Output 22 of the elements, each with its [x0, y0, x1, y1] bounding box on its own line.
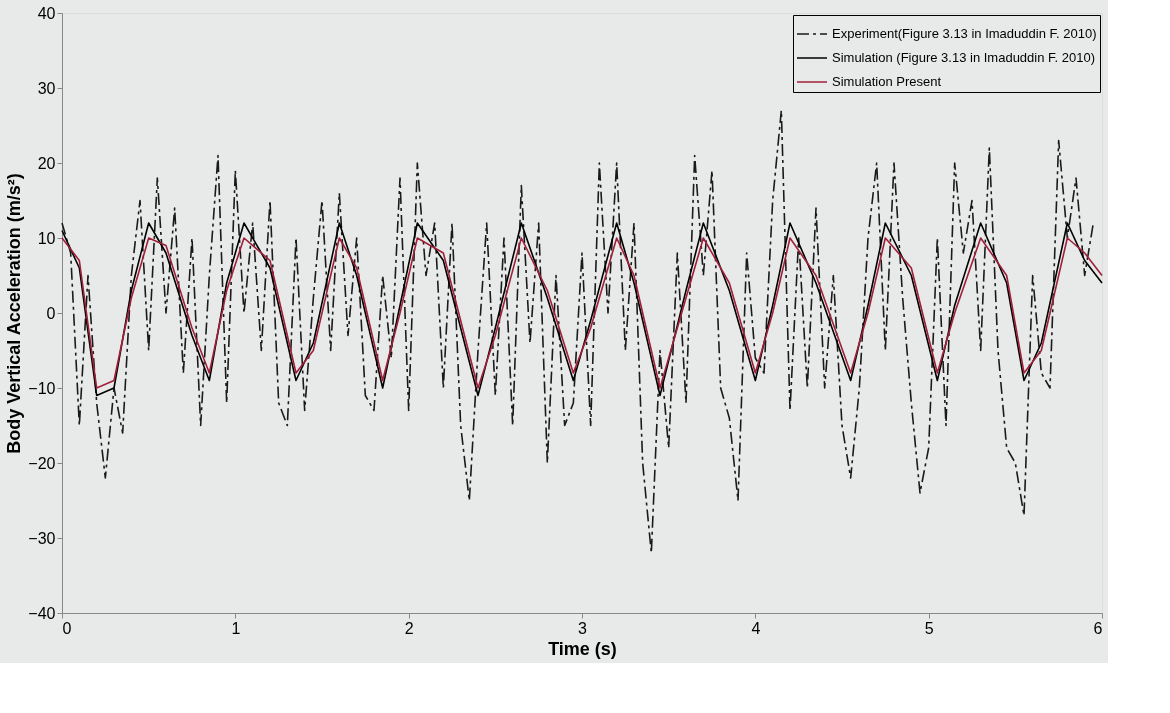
legend-label: Experiment(Figure 3.13 in Imaduddin F. 2010) [832, 26, 1097, 41]
x-tick-label: 6 [1093, 619, 1103, 637]
y-tick-label: −40 [28, 604, 56, 622]
x-axis-title: Time (s) [548, 638, 617, 659]
y-tick-label: 0 [46, 304, 56, 322]
x-tick-label: 4 [751, 619, 761, 637]
y-tick-label: −20 [28, 454, 56, 472]
y-tick-label: 30 [37, 79, 56, 97]
y-tick-label: 20 [37, 154, 56, 172]
x-tick-label: 3 [578, 619, 588, 637]
y-tick-label: 10 [37, 229, 56, 247]
y-tick-label: −30 [28, 529, 56, 547]
y-tick-label: −10 [28, 379, 56, 397]
legend-label: Simulation (Figure 3.13 in Imaduddin F. 2010) [832, 50, 1096, 65]
x-tick-label: 1 [231, 619, 241, 637]
legend-label: Simulation Present [832, 74, 942, 89]
y-axis-title: Body Vertical Acceleration (m/s²) [4, 173, 25, 454]
x-tick-label: 0 [62, 619, 72, 637]
x-tick-label: 2 [404, 619, 414, 637]
x-tick-label: 5 [924, 619, 934, 637]
y-tick-label: 40 [37, 4, 56, 22]
line-series [61, 109, 1095, 554]
